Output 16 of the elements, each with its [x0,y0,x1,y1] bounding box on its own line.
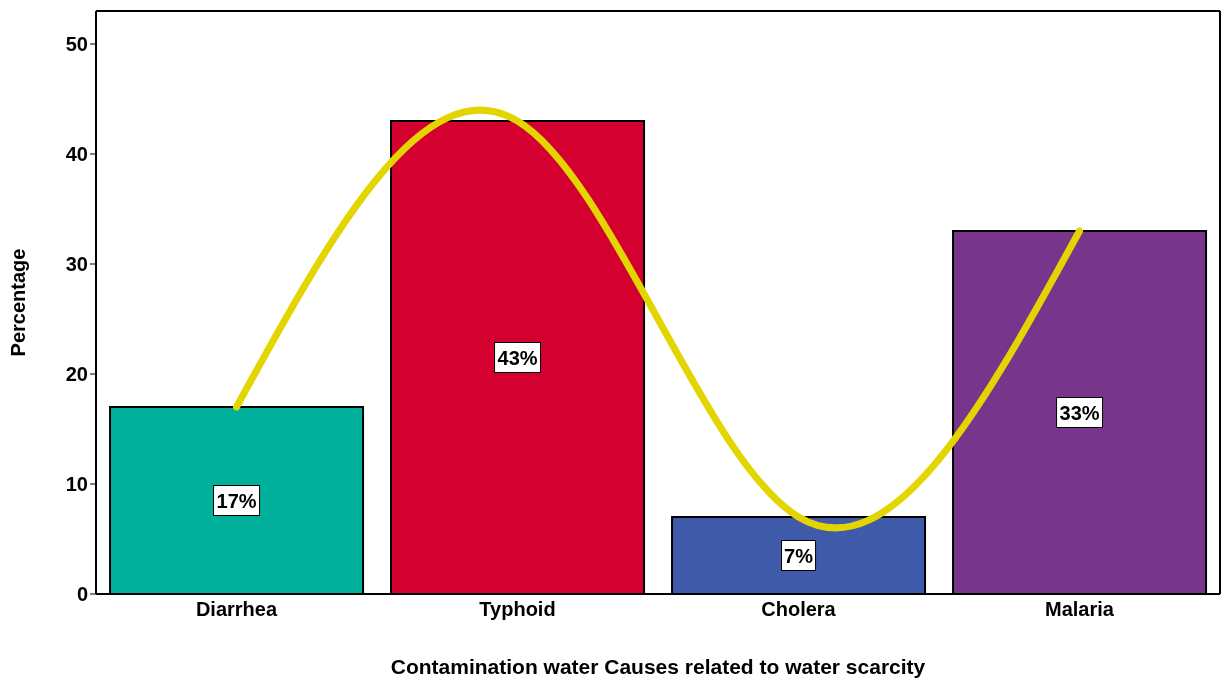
x-tick-label: Diarrhea [195,598,278,621]
data-label: 17% [216,489,257,512]
data-label: 7% [784,544,814,567]
y-tick-label: 10 [65,473,88,496]
y-tick-label: 0 [76,583,88,606]
y-tick-label: 20 [65,363,88,386]
x-tick-label: Malaria [1045,598,1115,621]
x-tick-label: Cholera [761,598,837,621]
data-label: 33% [1059,401,1100,424]
y-tick-label: 30 [65,253,88,276]
x-axis-title: Contamination water Causes related to water scarcity [390,655,926,678]
data-label: 43% [497,346,538,369]
y-tick-label: 40 [65,143,88,166]
x-tick-label: Typhoid [479,598,556,621]
y-tick-label: 50 [65,33,88,56]
y-axis-title: Percentage [7,248,30,357]
